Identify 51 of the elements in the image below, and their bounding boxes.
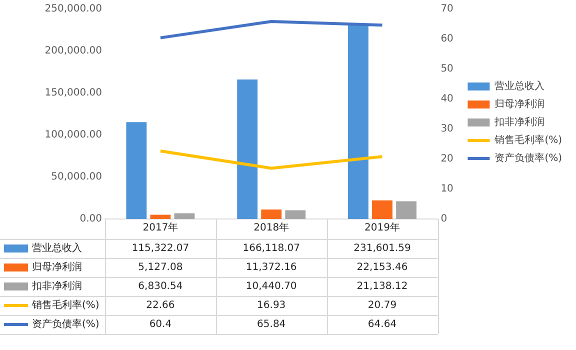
data-label: 64.64 xyxy=(368,319,397,330)
y2-tick-label: 50 xyxy=(440,64,454,75)
legend-label: 归母净利润 xyxy=(32,261,82,274)
bar xyxy=(285,210,306,219)
data-label: 5,127.08 xyxy=(138,262,183,274)
legend-label: 销售毛利率(%) xyxy=(494,134,562,146)
y-tick-label: 0.00 xyxy=(80,214,102,225)
legend-label: 营业总收入 xyxy=(32,242,82,254)
y-tick-label: 100,000.00 xyxy=(44,130,102,141)
y-tick-label: 200,000.00 xyxy=(44,46,102,57)
bar xyxy=(348,24,368,219)
bar xyxy=(174,213,195,219)
bar xyxy=(372,200,392,219)
data-label: 231,601.59 xyxy=(354,243,411,254)
bar xyxy=(237,79,258,219)
y-tick-label: 250,000.00 xyxy=(44,4,102,15)
data-label: 65.84 xyxy=(257,319,286,330)
data-label: 10,440.70 xyxy=(246,281,297,292)
bar xyxy=(150,214,171,219)
text: 资产负债率(%) xyxy=(32,319,100,330)
y-tick-label: 50,000.00 xyxy=(51,172,102,183)
data-label: 60.4 xyxy=(149,319,172,330)
data-label: 22.66 xyxy=(146,300,175,312)
x-tick-label: 2018年 xyxy=(254,222,290,234)
y2-tick-label: 70 xyxy=(440,4,454,15)
y2-tick-label: 20 xyxy=(440,154,454,165)
data-label: 11,372.16 xyxy=(246,262,297,274)
y2-tick-label: 10 xyxy=(440,184,454,195)
data-label: 115,322.07 xyxy=(132,243,190,254)
data-label: 21,138.12 xyxy=(356,281,408,292)
data-label: 166,118.07 xyxy=(242,243,300,254)
text: 扣非净利润 xyxy=(32,281,82,292)
bar xyxy=(261,209,282,219)
data-label: 16.93 xyxy=(257,300,286,312)
data-label: 20.79 xyxy=(368,300,397,312)
text: 归母净利润 xyxy=(494,99,545,110)
data-label: 6,830.54 xyxy=(138,281,183,292)
x-tick-label: 2017年 xyxy=(142,222,178,234)
y2-tick-label: 30 xyxy=(440,124,454,135)
y2-tick-label: 40 xyxy=(440,94,454,105)
bar xyxy=(396,201,416,219)
y2-tick-label: 60 xyxy=(440,34,454,45)
y-tick-label: 150,000.00 xyxy=(44,88,102,99)
y2-tick-label: 0 xyxy=(440,214,448,225)
legend-label: 扣非净利润 xyxy=(494,116,545,128)
bar xyxy=(126,122,147,219)
text: 营业总收入 xyxy=(494,81,545,92)
x-tick-label: 2019年 xyxy=(364,222,400,234)
data-label: 22,153.46 xyxy=(356,262,408,274)
legend-label: 资产负债率(%) xyxy=(494,152,562,164)
text: 销售毛利率(%) xyxy=(32,300,100,312)
